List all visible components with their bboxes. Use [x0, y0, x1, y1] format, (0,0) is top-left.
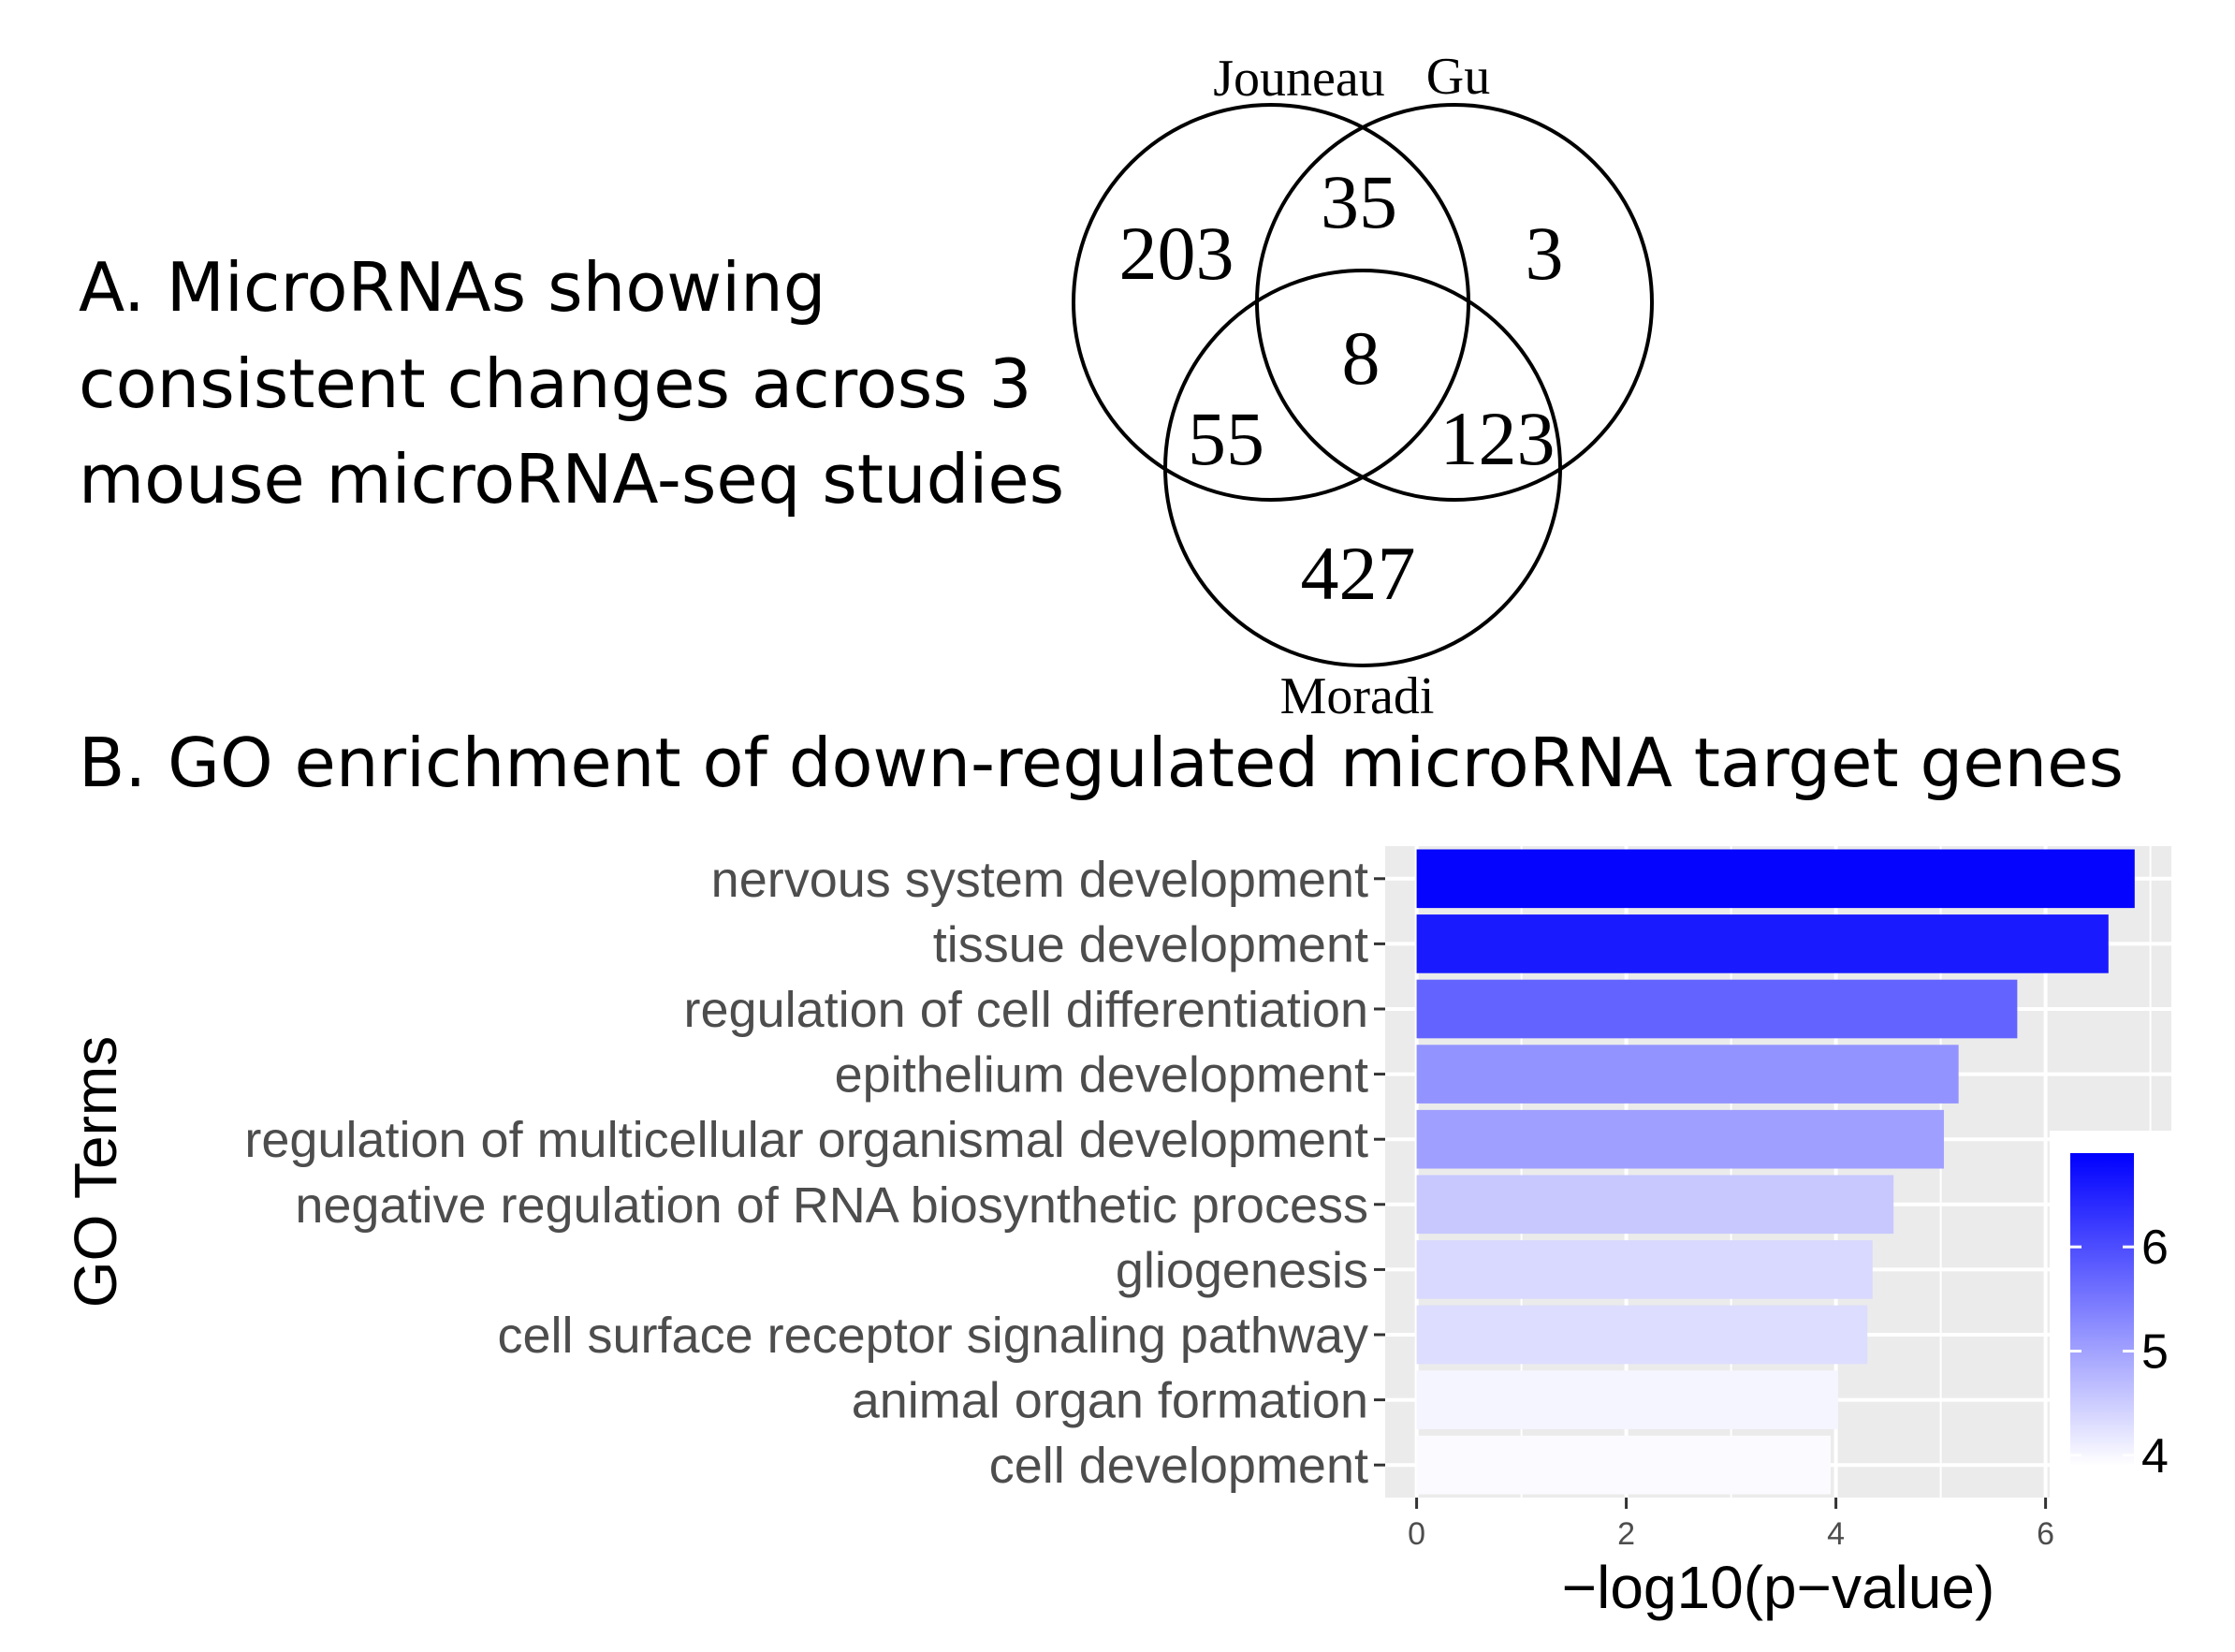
panel-a-heading-line-1: A. MicroRNAs showing — [79, 248, 826, 327]
y-tick-label: animal organ formation — [852, 1373, 1368, 1429]
venn-set-label-gu: Gu — [1426, 48, 1490, 106]
venn-set-label-moradi: Moradi — [1280, 667, 1435, 725]
venn-region-all-three: 8 — [1342, 315, 1380, 401]
y-axis-ticks — [1374, 877, 1385, 1467]
y-tick-label: tissue development — [933, 916, 1368, 972]
legend-tick-label: 6 — [2141, 1221, 2169, 1275]
legend-tick-label: 4 — [2141, 1429, 2169, 1484]
legend-tick-label: 5 — [2141, 1325, 2169, 1380]
bar — [1416, 1109, 1944, 1169]
venn-circle-moradi — [1163, 269, 1562, 667]
legend-colorbar — [2070, 1153, 2134, 1466]
venn-region-jouneau-only: 203 — [1119, 211, 1234, 296]
legend-ticks: 4 5 6 — [2070, 1221, 2169, 1484]
x-axis-title: −log10(p−value) — [1562, 1554, 1995, 1621]
x-tick-label: 2 — [1617, 1516, 1635, 1552]
x-tick-label: 0 — [1408, 1516, 1425, 1552]
y-axis-tick-labels: nervous system development tissue develop… — [244, 852, 1368, 1494]
bar — [1416, 1435, 1831, 1495]
y-tick-label: cell surface receptor signaling pathway — [498, 1308, 1369, 1364]
bars — [1416, 849, 2135, 1495]
bar — [1416, 1370, 1838, 1429]
panel-a-heading: A. MicroRNAs showing consistent changes … — [79, 248, 1064, 519]
bar — [1416, 849, 2135, 909]
color-legend: 4 5 6 — [2050, 1131, 2233, 1501]
bar — [1416, 1045, 1959, 1104]
venn-region-gu-only: 3 — [1526, 211, 1564, 296]
go-bar-chart: nervous system development tissue develop… — [62, 846, 2233, 1621]
venn-region-jouneau-moradi: 55 — [1188, 396, 1264, 481]
bar — [1416, 979, 2018, 1039]
bar — [1416, 1240, 1873, 1299]
y-tick-label: gliogenesis — [1116, 1242, 1368, 1298]
x-tick-label: 6 — [2037, 1516, 2054, 1552]
venn-region-moradi-only: 427 — [1301, 531, 1416, 616]
panel-b-heading: B. GO enrichment of down-regulated micro… — [79, 724, 2124, 802]
y-tick-label: negative regulation of RNA biosynthetic … — [295, 1177, 1368, 1234]
panel-a-heading-line-3: mouse microRNA-seq studies — [79, 440, 1064, 519]
y-tick-label: nervous system development — [711, 852, 1368, 908]
x-axis-tick-labels: 0 2 4 6 — [1408, 1516, 2054, 1552]
bar — [1416, 1175, 1894, 1235]
x-axis-ticks — [1415, 1498, 2048, 1509]
bar — [1416, 914, 2109, 973]
venn-region-jouneau-gu: 35 — [1321, 159, 1397, 244]
y-axis-title: GO Terms — [62, 1036, 129, 1308]
panel-a-heading-line-2: consistent changes across 3 — [79, 344, 1031, 423]
venn-diagram: Jouneau Gu Moradi 203 3 427 35 55 123 8 — [1072, 48, 1654, 725]
bar — [1416, 1305, 1868, 1365]
venn-set-label-jouneau: Jouneau — [1213, 50, 1385, 108]
y-tick-label: epithelium development — [835, 1047, 1368, 1104]
x-tick-label: 4 — [1827, 1516, 1845, 1552]
y-tick-label: regulation of multicellular organismal d… — [244, 1112, 1368, 1168]
y-tick-label: cell development — [989, 1438, 1368, 1494]
venn-region-gu-moradi: 123 — [1440, 396, 1556, 481]
y-tick-label: regulation of cell differentiation — [684, 982, 1368, 1038]
